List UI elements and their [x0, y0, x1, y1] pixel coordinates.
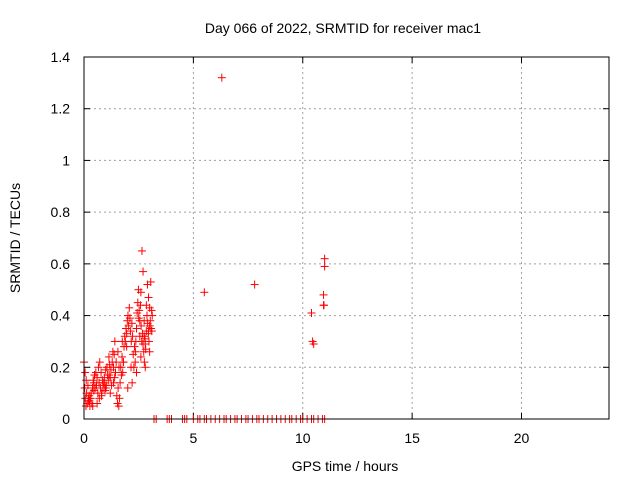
data-point [140, 332, 149, 341]
data-point [130, 342, 139, 351]
data-point [319, 290, 328, 299]
data-point [136, 288, 145, 297]
data-point [141, 340, 150, 349]
data-point [319, 301, 328, 310]
data-point [141, 363, 150, 372]
data-point [82, 376, 91, 385]
x-axis-label: GPS time / hours [292, 458, 399, 474]
data-point [217, 73, 226, 82]
y-axis-label: SRMTID / TECUs [7, 183, 23, 293]
data-point [105, 371, 114, 380]
data-point [125, 303, 134, 312]
marks-layer [80, 73, 329, 423]
data-point [128, 332, 137, 341]
data-point [139, 267, 148, 276]
data-point [123, 383, 132, 392]
y-tick-label: 1.2 [51, 101, 71, 117]
data-point [112, 358, 121, 367]
data-point [81, 368, 90, 377]
data-point [119, 358, 128, 367]
data-point [134, 314, 143, 323]
ticks-layer: 0 5 10 15 20 0 0.2 0.4 0.6 0.8 1 1.2 1.4 [51, 49, 609, 446]
data-point [145, 347, 154, 356]
data-point [97, 368, 106, 377]
data-point [106, 389, 115, 398]
data-point [148, 311, 157, 320]
data-point [110, 337, 119, 346]
data-point [132, 324, 141, 333]
x-tick-label: 5 [189, 430, 197, 446]
data-point [140, 316, 149, 325]
plot-frame [83, 56, 610, 420]
data-point [85, 396, 94, 405]
data-point [93, 399, 102, 408]
data-point [118, 368, 127, 377]
x-tick-label: 15 [404, 430, 420, 446]
data-point [110, 373, 119, 382]
data-point [104, 352, 113, 361]
y-tick-label: 0.6 [51, 256, 71, 272]
data-point [127, 319, 136, 328]
data-point [320, 262, 329, 271]
data-point [307, 308, 316, 317]
data-point [250, 280, 259, 289]
data-point [125, 314, 134, 323]
data-point [309, 340, 318, 349]
y-tick-label: 1.4 [51, 49, 71, 65]
data-point [115, 394, 124, 403]
x-tick-label: 20 [514, 430, 530, 446]
data-point [200, 288, 209, 297]
data-point [83, 381, 92, 390]
data-point [114, 402, 123, 411]
data-point [131, 358, 140, 367]
data-point [100, 381, 109, 390]
data-point [109, 363, 118, 372]
data-point [127, 363, 136, 372]
y-tick-label: 0.8 [51, 204, 71, 220]
data-point [113, 347, 122, 356]
x-tick-label: 0 [80, 430, 88, 446]
data-point [128, 378, 137, 387]
data-point [135, 306, 144, 315]
chart-title: Day 066 of 2022, SRMTID for receiver mac… [205, 20, 481, 36]
data-point [111, 368, 120, 377]
y-tick-label: 0.2 [51, 359, 71, 375]
y-tick-label: 0 [62, 411, 70, 427]
data-point [88, 402, 97, 411]
data-point [140, 358, 149, 367]
y-tick-label: 1 [62, 152, 70, 168]
grid-layer [84, 57, 609, 419]
data-point [114, 383, 123, 392]
data-point [144, 293, 153, 302]
x-tick-label: 10 [295, 430, 311, 446]
data-point [126, 327, 135, 336]
data-point [116, 378, 125, 387]
data-point [320, 254, 329, 263]
data-point [95, 358, 104, 367]
data-point [94, 363, 103, 372]
data-point [95, 394, 104, 403]
data-point [122, 342, 131, 351]
data-point [142, 301, 151, 310]
data-point [131, 347, 140, 356]
y-tick-label: 0.4 [51, 308, 71, 324]
data-point [137, 321, 146, 330]
data-point [132, 368, 141, 377]
data-point [147, 327, 156, 336]
data-point [89, 386, 98, 395]
data-point [146, 277, 155, 286]
data-point [137, 246, 146, 255]
data-point [136, 352, 145, 361]
data-point [118, 337, 127, 346]
data-point [93, 373, 102, 382]
data-point [118, 352, 127, 361]
